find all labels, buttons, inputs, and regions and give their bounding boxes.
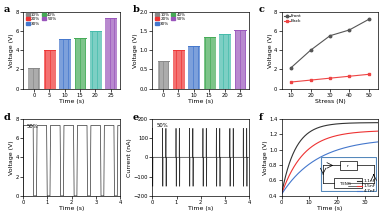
1.5nF	[338, 133, 343, 136]
X-axis label: Time (s): Time (s)	[188, 206, 214, 211]
Text: 50%: 50%	[27, 124, 38, 129]
4.7nF	[280, 192, 285, 195]
X-axis label: Time (s): Time (s)	[59, 206, 84, 211]
1.5nF	[353, 131, 358, 134]
1.5nF	[376, 130, 381, 132]
4.7nF	[353, 144, 358, 147]
Line: 1.1nF: 1.1nF	[282, 123, 379, 192]
1.1nF	[338, 122, 343, 125]
1.1nF	[280, 190, 285, 193]
4.7nF	[336, 148, 340, 151]
Legend: 10%, 20%, 30%, 40%, 50%: 10%, 20%, 30%, 40%, 50%	[154, 12, 186, 26]
Legend: 10%, 20%, 30%, 40%, 50%: 10%, 20%, 30%, 40%, 50%	[25, 12, 57, 26]
Y-axis label: Voltage (V): Voltage (V)	[9, 140, 14, 175]
Line: Front: Front	[290, 18, 370, 69]
X-axis label: Time (s): Time (s)	[59, 99, 84, 104]
4.7nF	[338, 148, 343, 150]
Front	[347, 29, 352, 31]
Back	[347, 75, 352, 77]
1.5nF	[336, 134, 340, 137]
1.1nF	[363, 122, 367, 124]
Line: 4.7nF: 4.7nF	[282, 142, 379, 194]
Front	[328, 35, 332, 37]
Front	[289, 66, 293, 69]
Text: d: d	[4, 113, 10, 122]
4.7nF	[286, 184, 290, 186]
1.5nF	[280, 191, 285, 194]
Text: 50%: 50%	[156, 123, 168, 128]
Legend: Front, Back: Front, Back	[284, 14, 302, 24]
Legend: 1.1nF, 1.5nF, 4.7nF: 1.1nF, 1.5nF, 4.7nF	[356, 179, 376, 194]
Back	[366, 73, 371, 76]
1.1nF	[353, 122, 358, 124]
X-axis label: Stress (N): Stress (N)	[314, 99, 345, 104]
1.5nF	[286, 177, 290, 179]
Text: c: c	[258, 5, 264, 15]
Text: e: e	[133, 113, 139, 122]
Back	[328, 77, 332, 79]
X-axis label: Time (s): Time (s)	[188, 99, 214, 104]
1.1nF	[286, 166, 290, 169]
Y-axis label: Voltage (V): Voltage (V)	[268, 33, 273, 67]
Front	[366, 18, 371, 21]
4.7nF	[363, 142, 367, 145]
1.5nF	[363, 130, 367, 133]
Y-axis label: Voltage (V): Voltage (V)	[9, 33, 14, 67]
Line: 1.5nF: 1.5nF	[282, 131, 379, 193]
Front	[308, 49, 313, 51]
Y-axis label: Voltage (V): Voltage (V)	[263, 140, 268, 175]
1.1nF	[336, 123, 340, 125]
Text: b: b	[133, 5, 140, 15]
Text: a: a	[4, 5, 10, 15]
Back	[289, 81, 293, 83]
1.1nF	[341, 122, 346, 125]
Back	[308, 79, 313, 81]
Line: Back: Back	[290, 73, 370, 83]
Y-axis label: Current (nA): Current (nA)	[127, 138, 132, 177]
Text: f: f	[258, 113, 262, 122]
X-axis label: Time (s): Time (s)	[317, 206, 343, 211]
1.5nF	[341, 133, 346, 136]
1.1nF	[376, 121, 381, 124]
4.7nF	[341, 147, 346, 150]
4.7nF	[376, 141, 381, 143]
Y-axis label: Voltage (V): Voltage (V)	[133, 33, 138, 67]
